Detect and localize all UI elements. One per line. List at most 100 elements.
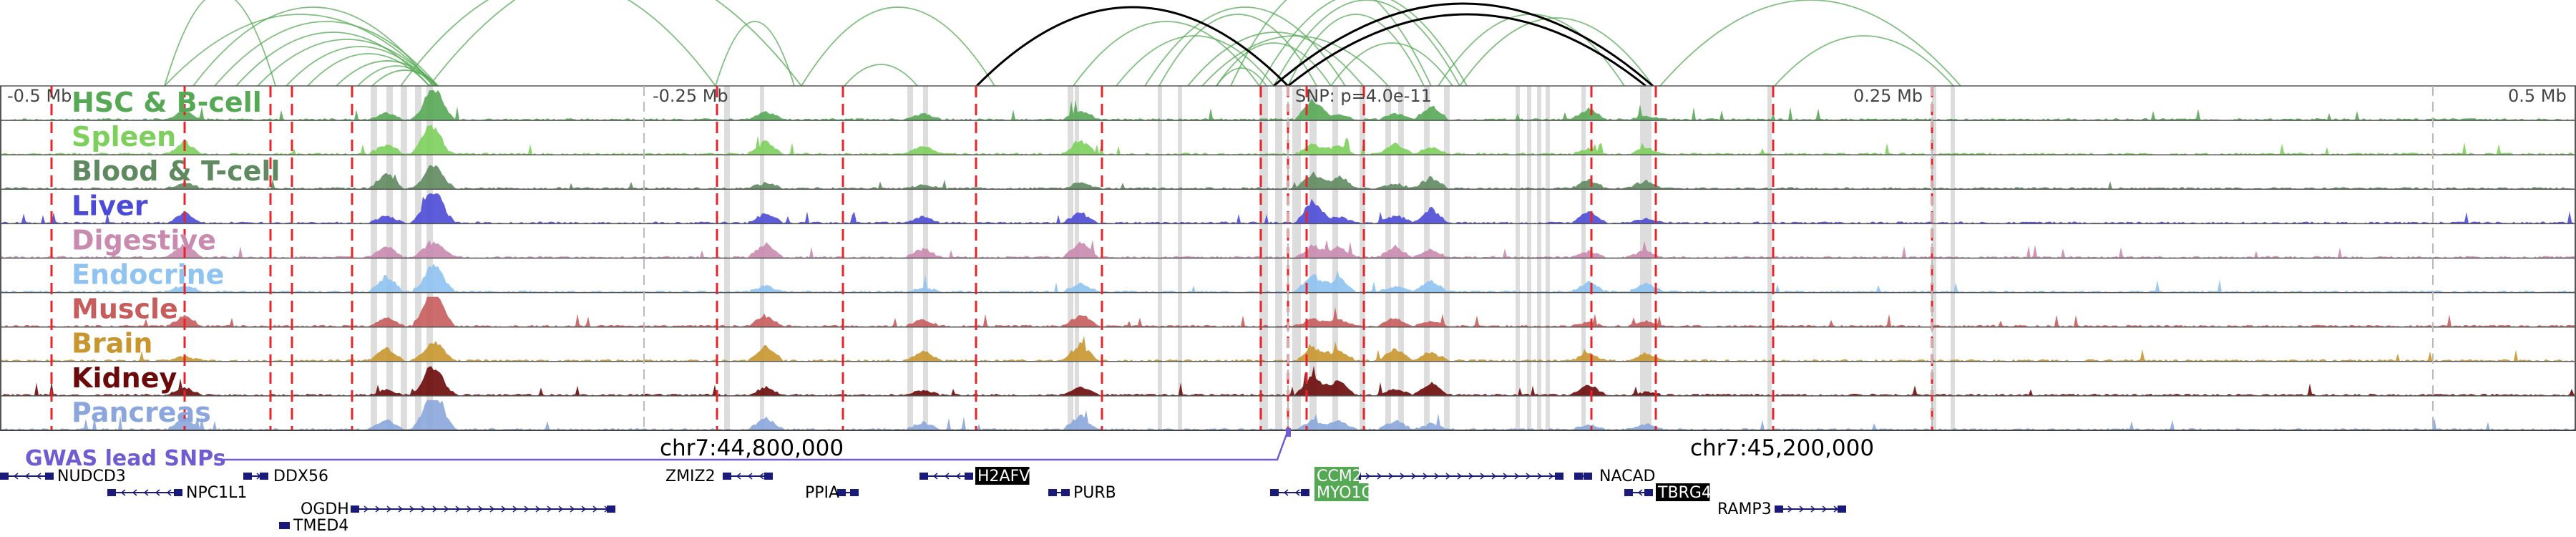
chromatin-loop-arc <box>1659 0 1961 87</box>
chromatin-loop-arc <box>801 6 995 87</box>
chromatin-loop-arc <box>1774 35 1954 87</box>
gene-label[interactable]: PURB <box>1073 484 1116 502</box>
chromatin-loop-arc <box>257 39 437 87</box>
position-labels: -0.5 Mb -0.25 Mb SNP: p=4.0e-11 0.25 Mb … <box>7 86 2567 106</box>
gene-label[interactable]: ZMIZ2 <box>665 468 716 485</box>
strand-arrow-icon <box>524 505 530 513</box>
peak-markers <box>50 86 2434 430</box>
exon-block <box>764 473 773 480</box>
exon-block <box>107 489 116 496</box>
chromatin-loop-arc <box>164 0 276 87</box>
position-label-left-mid: -0.25 Mb <box>653 86 728 106</box>
strand-arrow-icon <box>1411 473 1417 480</box>
strand-arrow-icon <box>1365 473 1371 480</box>
strand-arrow-icon <box>489 505 495 513</box>
gwas-lead-snp-marker[interactable] <box>1286 428 1291 437</box>
strand-arrow-icon <box>467 505 472 513</box>
strand-arrow-icon <box>501 505 507 513</box>
chromatin-loop-arc <box>1273 0 1460 87</box>
gene-highlight-box <box>1314 467 1359 485</box>
exon-block <box>1574 473 1583 480</box>
coordinate-axis: chr7:44,800,000 chr7:45,200,000 <box>660 435 1874 461</box>
exon-block <box>1775 505 1783 513</box>
gene-label[interactable]: NPC1L1 <box>186 484 247 502</box>
track-label: Muscle <box>72 294 178 325</box>
exon-block <box>919 473 928 480</box>
strand-arrow-icon <box>24 473 30 480</box>
chromatin-loop-arc <box>336 60 439 87</box>
strand-arrow-icon <box>1787 505 1793 513</box>
gene-label[interactable]: H2AFV <box>977 468 1030 485</box>
gene-label[interactable]: NUDCD3 <box>57 468 126 485</box>
gene-label[interactable]: NACAD <box>1599 468 1655 485</box>
strand-arrow-icon <box>1445 473 1451 480</box>
gene-highlight-box <box>1314 483 1369 501</box>
exon-block <box>0 473 9 480</box>
strand-arrow-icon <box>1283 489 1289 496</box>
gene-label[interactable]: TMED4 <box>293 517 348 535</box>
strand-arrow-icon <box>1388 473 1394 480</box>
exon-block <box>281 522 290 529</box>
chromatin-loops <box>164 0 1961 87</box>
exon-block <box>45 473 54 480</box>
strand-arrow-icon <box>155 489 160 496</box>
gene-highlight-box <box>1656 483 1710 501</box>
chromatin-loop-arc <box>1273 2 1654 87</box>
position-label-right: 0.5 Mb <box>2508 86 2567 106</box>
track-label: Brain <box>72 328 152 359</box>
exon-block <box>837 489 846 496</box>
coordinate-label-2: chr7:45,200,000 <box>1690 435 1874 461</box>
strand-arrow-icon <box>1526 473 1531 480</box>
strand-arrow-icon <box>1491 473 1497 480</box>
exon-block <box>607 505 615 513</box>
chromatin-loop-arc <box>429 0 802 87</box>
strand-arrow-icon <box>1457 473 1463 480</box>
exon-block <box>351 505 359 513</box>
position-label-snp: SNP: p=4.0e-11 <box>1295 86 1432 106</box>
track-label: Endocrine <box>72 259 224 291</box>
strand-arrow-icon <box>1799 505 1805 513</box>
strand-arrow-icon <box>1294 489 1300 496</box>
strand-arrow-icon <box>535 505 541 513</box>
exon-block <box>1301 489 1309 496</box>
gene-label[interactable]: PPIA <box>805 484 839 502</box>
strand-arrow-icon <box>736 473 741 480</box>
exon-block <box>723 473 731 480</box>
exon-block <box>1555 473 1563 480</box>
strand-arrow-icon <box>444 505 449 513</box>
strand-arrow-icon <box>364 505 369 513</box>
gene-label[interactable]: RAMP3 <box>1717 500 1772 518</box>
gene-label[interactable]: TBRG4 <box>1657 484 1712 502</box>
exon-block <box>174 489 182 496</box>
gene-label[interactable]: DDX56 <box>273 468 328 485</box>
exon-block <box>965 473 973 480</box>
strand-arrow-icon <box>409 505 415 513</box>
strand-arrow-icon <box>36 473 42 480</box>
strand-arrow-icon <box>1548 473 1554 480</box>
strand-arrow-icon <box>1377 473 1382 480</box>
gene-label[interactable]: OGDH <box>301 500 349 518</box>
strand-arrow-icon <box>1434 473 1440 480</box>
exon-block <box>260 473 268 480</box>
gene-label[interactable]: MYO1G <box>1317 484 1374 502</box>
strand-arrow-icon <box>1423 473 1428 480</box>
track-label: Liver <box>72 190 148 221</box>
gene-label[interactable]: CCM2 <box>1317 468 1362 485</box>
strand-arrow-icon <box>1822 505 1828 513</box>
chromatin-loop-arc <box>1459 17 1654 87</box>
chromatin-loop-arc <box>715 21 795 87</box>
strand-arrow-icon <box>1468 473 1474 480</box>
strand-arrow-icon <box>570 505 575 513</box>
chromatin-loop-arc <box>1438 14 1625 87</box>
strand-arrow-icon <box>1514 473 1520 480</box>
strand-arrow-icon <box>13 473 19 480</box>
chromatin-loop-arc <box>1216 42 1332 87</box>
strand-arrow-icon <box>166 489 172 496</box>
strand-arrow-icon <box>375 505 381 513</box>
chromatin-loop-arc <box>975 6 1289 87</box>
strand-arrow-icon <box>932 473 938 480</box>
chromatin-loop-arc <box>1158 14 1317 87</box>
strand-arrow-icon <box>421 505 426 513</box>
